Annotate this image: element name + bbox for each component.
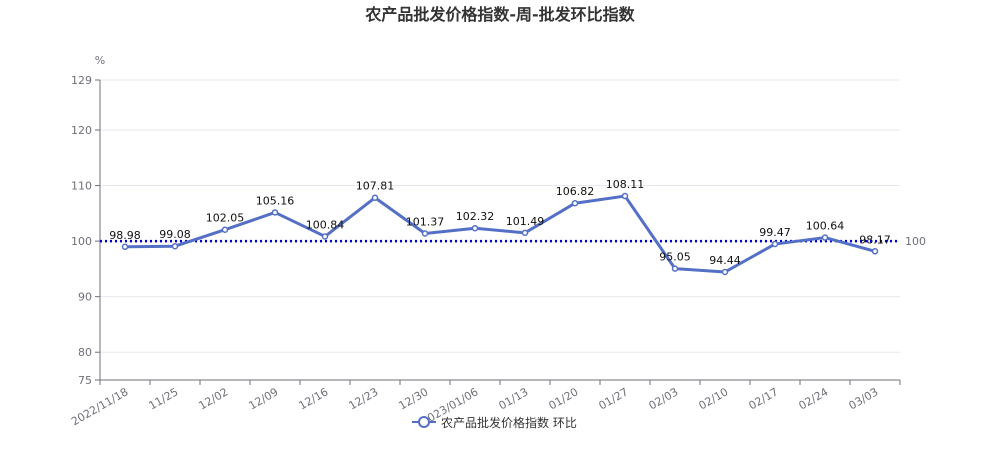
data-label: 100.64 bbox=[806, 220, 845, 233]
data-point[interactable] bbox=[471, 224, 479, 232]
data-point[interactable] bbox=[721, 268, 729, 276]
data-point[interactable] bbox=[371, 194, 379, 201]
data-point[interactable] bbox=[871, 248, 879, 255]
data-label: 101.37 bbox=[406, 216, 445, 229]
x-tick-label: 02/10 bbox=[697, 385, 731, 412]
series-group bbox=[121, 192, 879, 276]
x-tick-label: 02/17 bbox=[747, 385, 781, 412]
data-label: 98.98 bbox=[109, 229, 141, 242]
data-point[interactable] bbox=[271, 209, 279, 216]
data-label: 95.05 bbox=[659, 251, 691, 264]
x-tick-label: 01/27 bbox=[597, 385, 631, 412]
data-label: 99.47 bbox=[759, 226, 791, 239]
data-label: 107.81 bbox=[356, 180, 395, 193]
x-tick-label: 02/24 bbox=[797, 385, 831, 412]
data-point[interactable] bbox=[571, 199, 579, 207]
y-axis-unit: % bbox=[95, 54, 105, 67]
reference-line-group: 100 bbox=[100, 235, 926, 248]
data-label: 102.32 bbox=[456, 210, 495, 223]
axes: 75 80 90 100 110 120 129 2022/11/18 11/25 12/02 12… bbox=[69, 74, 901, 428]
data-point[interactable] bbox=[221, 226, 229, 233]
data-label: 94.44 bbox=[709, 254, 741, 267]
y-tick-label: 110 bbox=[71, 180, 92, 193]
data-label: 105.16 bbox=[256, 194, 295, 207]
data-point[interactable] bbox=[121, 243, 129, 251]
legend-label: 农产品批发价格指数 环比 bbox=[441, 415, 577, 430]
data-label: 98.17 bbox=[859, 233, 891, 246]
y-tick-label: 120 bbox=[71, 124, 92, 137]
x-tick-label: 12/16 bbox=[297, 385, 331, 412]
series-line bbox=[124, 194, 876, 274]
data-point[interactable] bbox=[321, 233, 329, 240]
legend[interactable]: 农产品批发价格指数 环比 bbox=[412, 415, 577, 430]
data-point[interactable] bbox=[421, 230, 429, 237]
y-tick-label: 90 bbox=[78, 291, 92, 304]
x-tick-label: 02/03 bbox=[647, 385, 681, 412]
data-label: 102.05 bbox=[206, 212, 245, 225]
x-tick-label: 01/20 bbox=[547, 385, 581, 412]
x-tick-label: 12/02 bbox=[197, 385, 231, 412]
legend-marker bbox=[418, 416, 430, 428]
x-tick-label: 12/09 bbox=[247, 385, 281, 412]
x-tick-label: 2022/11/18 bbox=[69, 385, 130, 428]
data-point[interactable] bbox=[621, 192, 629, 200]
y-tick-label: 75 bbox=[78, 374, 92, 387]
x-tick-label: 11/25 bbox=[147, 385, 181, 412]
data-label: 99.08 bbox=[159, 228, 191, 241]
reference-line-label: 100 bbox=[905, 235, 926, 248]
data-point[interactable] bbox=[671, 265, 679, 272]
data-point[interactable] bbox=[821, 234, 829, 241]
data-label: 100.84 bbox=[306, 218, 345, 231]
x-tick-label: 12/30 bbox=[397, 385, 431, 412]
y-tick-label: 129 bbox=[71, 74, 92, 87]
data-label: 106.82 bbox=[556, 185, 595, 198]
data-point[interactable] bbox=[171, 242, 179, 250]
x-tick-label: 12/23 bbox=[347, 385, 381, 412]
chart-title: 农产品批发价格指数-周-批发环比指数 bbox=[364, 5, 635, 24]
y-tick-label: 100 bbox=[71, 235, 92, 248]
y-tick-label: 80 bbox=[78, 346, 92, 359]
data-labels: 98.98 99.08 102.05 105.16 100.84 107.81 101.37… bbox=[109, 178, 891, 267]
x-tick-label: 01/13 bbox=[497, 385, 531, 412]
data-point[interactable] bbox=[771, 240, 779, 248]
data-label: 101.49 bbox=[506, 215, 545, 228]
x-tick-label: 03/03 bbox=[847, 385, 881, 412]
data-label: 108.11 bbox=[606, 178, 645, 191]
data-point[interactable] bbox=[521, 229, 529, 237]
